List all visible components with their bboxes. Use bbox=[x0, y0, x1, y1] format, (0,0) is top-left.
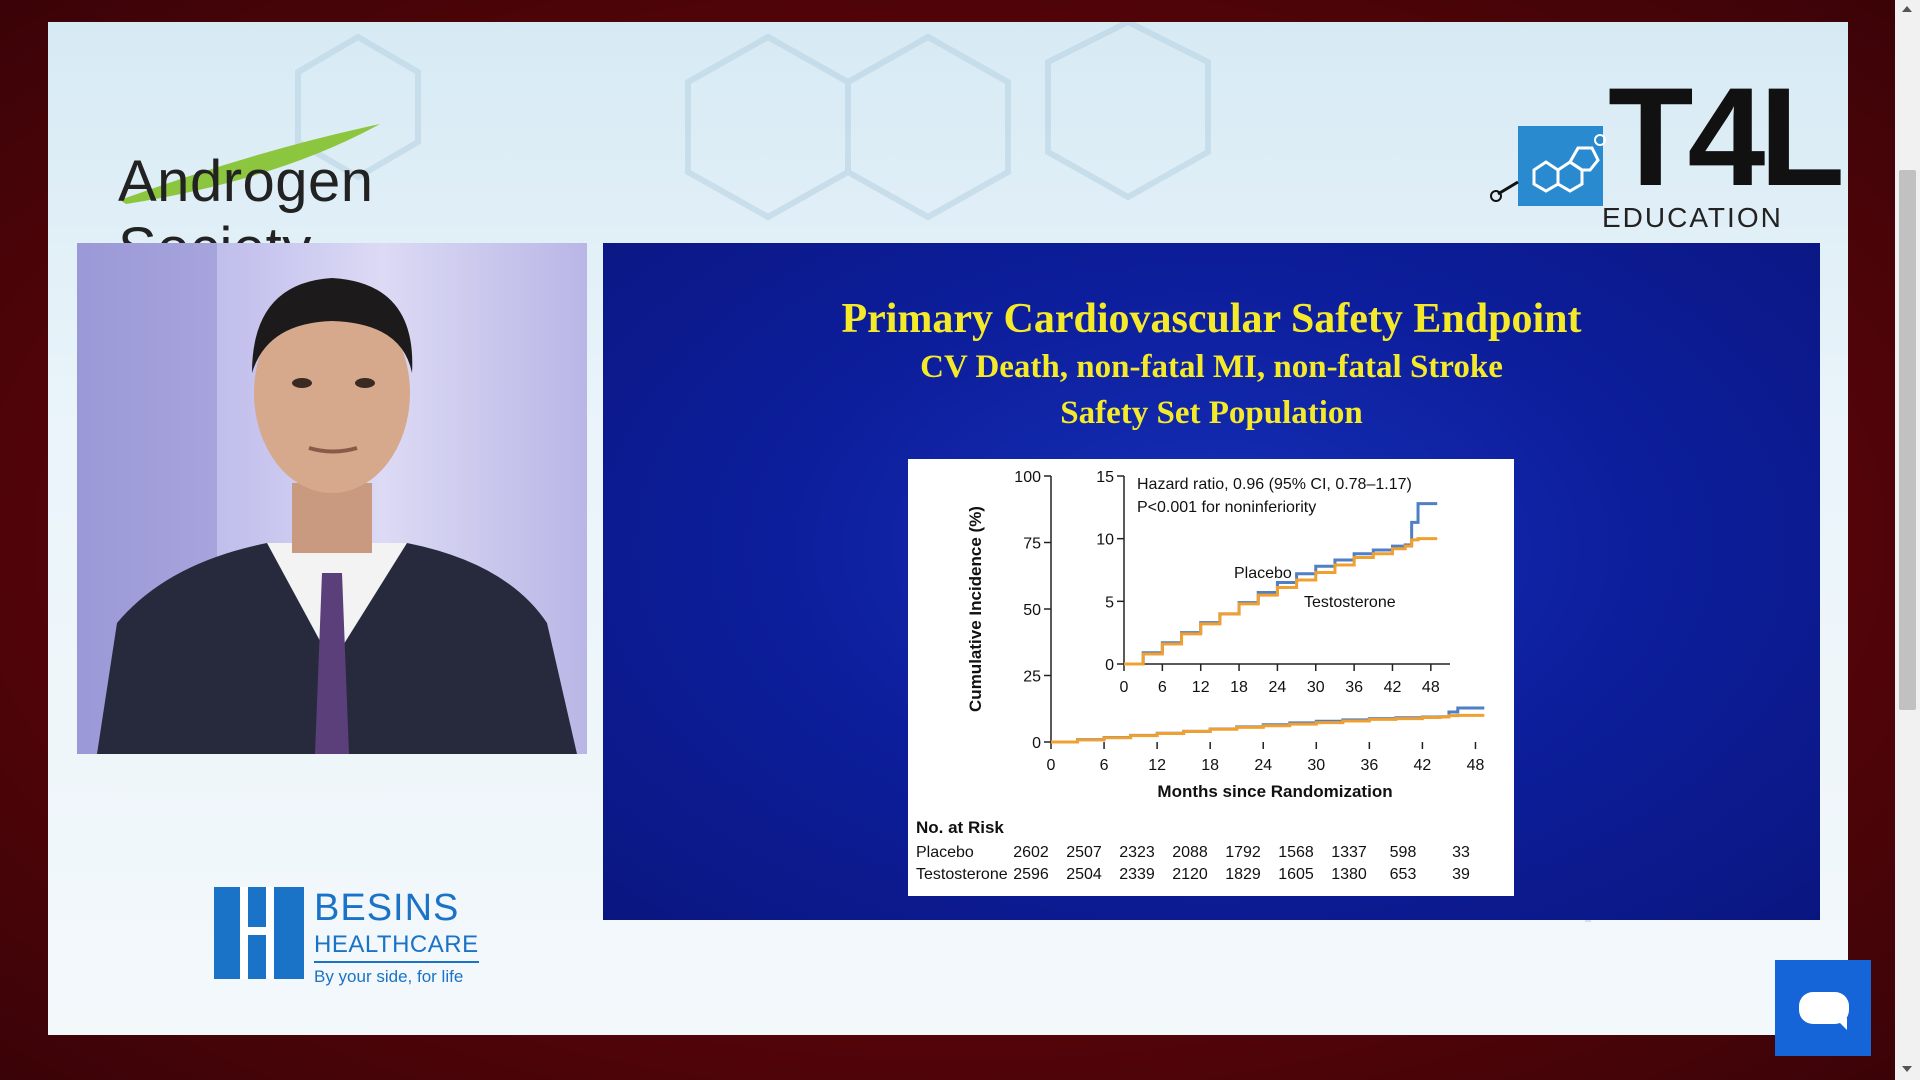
risk-cell: 1568 bbox=[1278, 844, 1314, 861]
androgen-society-logo: Androgen Society bbox=[108, 100, 568, 281]
inset-x-tick-label: 36 bbox=[1345, 679, 1363, 696]
p-value-text: P<0.001 for noninferiority bbox=[1137, 499, 1316, 516]
risk-row-label: Placebo bbox=[916, 844, 974, 861]
y-tick-label: 100 bbox=[1014, 469, 1041, 486]
risk-row-label: Testosterone bbox=[916, 866, 1008, 883]
x-tick-label: 48 bbox=[1467, 757, 1485, 774]
x-axis-label: Months since Randomization bbox=[1157, 782, 1392, 801]
series-line-testosterone bbox=[1051, 713, 1485, 744]
inset-y-tick-label: 5 bbox=[1105, 594, 1114, 611]
hazard-ratio-text: Hazard ratio, 0.96 (95% CI, 0.78–1.17) bbox=[1137, 476, 1412, 493]
education-text: EDUCATION bbox=[1602, 202, 1783, 233]
inset-x-tick-label: 24 bbox=[1269, 679, 1287, 696]
risk-cell: 2596 bbox=[1013, 866, 1049, 883]
inset-x-tick-label: 48 bbox=[1422, 679, 1440, 696]
risk-cell: 39 bbox=[1452, 866, 1470, 883]
risk-cell: 1380 bbox=[1331, 866, 1367, 883]
x-tick-label: 12 bbox=[1148, 757, 1166, 774]
slide-title: Primary Cardiovascular Safety Endpoint bbox=[841, 296, 1582, 342]
risk-cell: 653 bbox=[1390, 866, 1417, 883]
besins-mark-icon bbox=[214, 887, 304, 979]
scroll-up-icon[interactable] bbox=[1902, 6, 1912, 12]
placebo-inset-label: Placebo bbox=[1234, 565, 1292, 582]
risk-cell: 1337 bbox=[1331, 844, 1367, 861]
t4l-text: T4L bbox=[1608, 58, 1845, 215]
t4l-education-logo: T4L EDUCATION bbox=[1488, 67, 1845, 242]
y-tick-label: 0 bbox=[1032, 735, 1041, 752]
swoosh-icon bbox=[120, 124, 380, 204]
x-tick-label: 0 bbox=[1047, 757, 1056, 774]
speaker-video bbox=[77, 243, 587, 754]
slide-subtitle-2: Safety Set Population bbox=[1060, 395, 1363, 431]
risk-cell: 2602 bbox=[1013, 844, 1049, 861]
risk-cell: 1792 bbox=[1225, 844, 1261, 861]
risk-cell: 33 bbox=[1452, 844, 1470, 861]
scroll-down-icon[interactable] bbox=[1902, 1066, 1912, 1072]
speaker-silhouette bbox=[77, 243, 577, 754]
testosterone-inset-label: Testosterone bbox=[1304, 594, 1396, 611]
inset-x-tick-label: 18 bbox=[1230, 679, 1248, 696]
inset-y-tick-label: 10 bbox=[1096, 532, 1114, 549]
chat-bubble-tail bbox=[1835, 1018, 1847, 1030]
molecule-icon bbox=[1490, 126, 1606, 206]
risk-cell: 2507 bbox=[1066, 844, 1102, 861]
x-tick-label: 36 bbox=[1360, 757, 1378, 774]
inset-x-tick-label: 6 bbox=[1158, 679, 1167, 696]
inset-x-tick-label: 12 bbox=[1192, 679, 1210, 696]
x-tick-label: 30 bbox=[1307, 757, 1325, 774]
inset-x-tick-label: 42 bbox=[1384, 679, 1402, 696]
y-tick-label: 25 bbox=[1023, 669, 1041, 686]
risk-cell: 1605 bbox=[1278, 866, 1314, 883]
x-tick-label: 6 bbox=[1100, 757, 1109, 774]
besins-tagline: By your side, for life bbox=[314, 967, 464, 986]
risk-cell: 1829 bbox=[1225, 866, 1261, 883]
x-tick-label: 24 bbox=[1254, 757, 1272, 774]
inset-y-tick-label: 15 bbox=[1096, 469, 1114, 486]
inset-x-tick-label: 30 bbox=[1307, 679, 1325, 696]
besins-name: BESINS bbox=[314, 887, 460, 929]
inset-series-line-testosterone bbox=[1124, 537, 1438, 666]
chat-button[interactable] bbox=[1775, 960, 1871, 1056]
scrollbar-thumb[interactable] bbox=[1899, 170, 1916, 710]
risk-cell: 2088 bbox=[1172, 844, 1208, 861]
risk-cell: 2323 bbox=[1119, 844, 1155, 861]
slide-subtitle: CV Death, non-fatal MI, non-fatal Stroke bbox=[920, 349, 1503, 385]
x-tick-label: 18 bbox=[1201, 757, 1219, 774]
inset-y-tick-label: 0 bbox=[1105, 657, 1114, 674]
besins-sub: HEALTHCARE bbox=[314, 931, 479, 963]
broadcast-frame: Androgen Society T4L EDUCATION bbox=[48, 22, 1848, 1035]
inset-x-tick-label: 0 bbox=[1120, 679, 1129, 696]
risk-cell: 598 bbox=[1390, 844, 1417, 861]
y-tick-label: 75 bbox=[1023, 536, 1041, 553]
presentation-slide: Primary Cardiovascular Safety Endpoint C… bbox=[603, 243, 1820, 920]
scrollbar[interactable] bbox=[1895, 0, 1920, 1080]
y-axis-label: Cumulative Incidence (%) bbox=[966, 506, 985, 712]
km-chart: 0 25 50 75 100 0 6 12 18 24 30 36 42 48 Months since R… bbox=[908, 459, 1514, 896]
risk-cell: 2339 bbox=[1119, 866, 1155, 883]
x-tick-label: 42 bbox=[1414, 757, 1432, 774]
inset-series-line-placebo bbox=[1124, 502, 1438, 666]
y-tick-label: 50 bbox=[1023, 602, 1041, 619]
risk-cell: 2504 bbox=[1066, 866, 1102, 883]
risk-cell: 2120 bbox=[1172, 866, 1208, 883]
risk-table-header: No. at Risk bbox=[916, 818, 1004, 837]
besins-healthcare-logo: BESINS HEALTHCARE By your side, for life bbox=[214, 887, 514, 1007]
